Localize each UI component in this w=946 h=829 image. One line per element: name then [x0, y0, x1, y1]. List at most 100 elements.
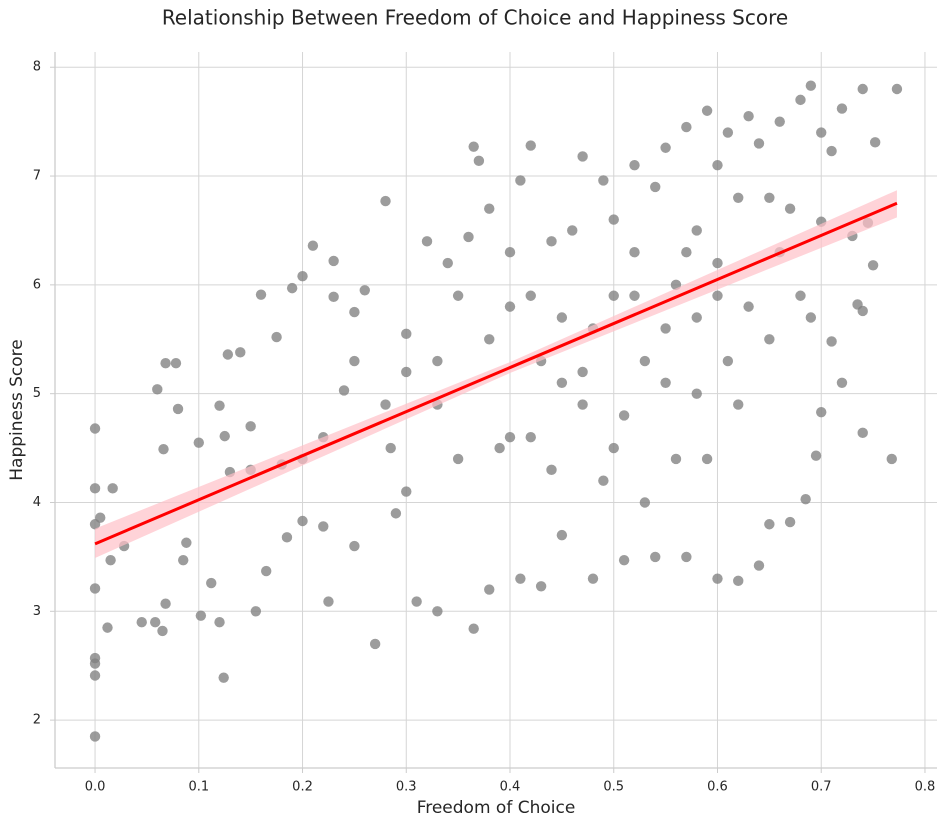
- data-point: [546, 236, 557, 247]
- data-point: [826, 145, 837, 157]
- data-point: [681, 247, 692, 258]
- data-point: [836, 103, 848, 114]
- data-point: [577, 399, 588, 410]
- x-tick-label: 0.1: [188, 780, 209, 795]
- data-point: [525, 432, 536, 443]
- y-tick-label: 3: [33, 604, 41, 619]
- data-point: [701, 105, 713, 116]
- regression-line: [94, 201, 898, 546]
- x-tick-label: 0.8: [915, 780, 936, 795]
- data-point: [432, 606, 443, 617]
- data-point: [556, 377, 568, 388]
- data-point: [608, 290, 619, 301]
- data-point: [328, 255, 339, 267]
- data-point: [525, 290, 536, 301]
- data-point: [468, 141, 479, 152]
- data-point: [463, 231, 474, 243]
- x-tick-label: 0.5: [603, 780, 624, 795]
- data-point: [297, 515, 308, 527]
- data-point: [577, 151, 588, 162]
- data-point: [452, 290, 464, 301]
- data-point: [546, 464, 557, 476]
- data-point: [222, 349, 234, 360]
- data-point: [722, 127, 734, 138]
- data-point: [869, 137, 881, 148]
- data-point: [784, 203, 796, 214]
- data-point: [494, 442, 505, 454]
- data-point: [401, 486, 412, 497]
- data-point: [218, 672, 229, 683]
- x-tick-label: 0.3: [396, 780, 417, 795]
- data-point: [195, 610, 207, 621]
- y-tick-label: 4: [33, 495, 41, 510]
- data-point: [826, 336, 837, 347]
- data-point: [328, 291, 339, 303]
- data-point: [857, 305, 868, 317]
- data-point: [525, 140, 536, 151]
- data-point: [89, 670, 101, 681]
- data-point: [691, 388, 702, 399]
- data-point: [152, 384, 163, 395]
- data-point: [468, 623, 479, 634]
- data-point: [323, 596, 334, 607]
- data-point: [712, 257, 723, 269]
- chart-title: Relationship Between Freedom of Choice a…: [162, 6, 788, 30]
- data-point: [102, 622, 113, 633]
- data-point: [608, 214, 619, 225]
- data-point: [805, 312, 817, 323]
- data-point: [660, 142, 671, 153]
- x-tick-label: 0.7: [811, 780, 832, 795]
- data-point: [206, 577, 217, 589]
- data-point: [158, 443, 169, 455]
- data-point: [681, 551, 692, 563]
- data-point: [639, 355, 651, 367]
- data-point: [764, 334, 775, 345]
- data-point: [629, 247, 640, 258]
- data-point: [245, 421, 256, 432]
- data-point: [89, 731, 101, 742]
- x-tick-label: 0.6: [707, 780, 728, 795]
- data-point: [307, 240, 319, 251]
- data-point: [178, 554, 189, 566]
- data-point: [338, 385, 350, 396]
- data-point: [816, 406, 827, 418]
- data-point: [753, 560, 765, 571]
- data-point: [743, 301, 754, 312]
- data-point: [504, 432, 516, 443]
- data-point: [670, 453, 682, 465]
- data-point: [255, 289, 267, 300]
- data-point: [193, 437, 204, 448]
- data-point: [235, 347, 246, 358]
- data-point: [712, 573, 723, 584]
- data-point: [452, 453, 464, 465]
- data-point: [432, 355, 443, 367]
- data-point: [214, 400, 225, 411]
- data-point: [891, 83, 903, 95]
- data-point: [349, 355, 360, 367]
- data-point: [281, 532, 293, 543]
- data-point: [136, 616, 147, 628]
- data-point: [297, 270, 308, 282]
- data-point: [286, 282, 298, 294]
- data-point: [618, 554, 630, 566]
- y-tick-label: 6: [33, 277, 41, 292]
- data-point: [857, 427, 868, 439]
- data-point: [349, 540, 360, 552]
- data-point: [701, 453, 713, 465]
- data-point: [219, 430, 230, 442]
- data-point: [160, 598, 171, 609]
- data-point: [484, 334, 495, 345]
- data-point: [504, 247, 516, 258]
- data-point: [810, 450, 822, 461]
- y-tick-label: 7: [33, 169, 41, 184]
- data-point: [473, 155, 485, 167]
- data-point: [556, 529, 568, 541]
- data-point: [535, 581, 547, 592]
- y-axis-label: Happiness Score: [7, 339, 27, 480]
- data-point: [836, 377, 848, 388]
- data-point: [261, 565, 272, 577]
- data-point: [857, 83, 868, 95]
- x-tick-label: 0.4: [500, 780, 521, 795]
- data-point: [712, 159, 723, 171]
- data-point: [380, 195, 391, 207]
